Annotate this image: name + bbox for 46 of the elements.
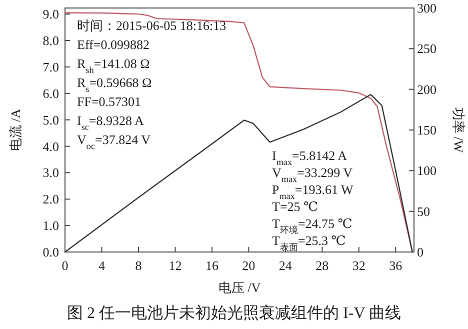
annotation: T$_{环境}$=24.75 ℃ [272,216,352,235]
y-tick-label: 0.0 [42,244,59,260]
annotation: V$_{max}$=33.299 V [272,165,354,184]
y2-tick-label: 200 [417,82,436,97]
annotation: R$_{s}$=0.59668 Ω [77,75,152,94]
y-tick-label: 2.0 [42,192,59,207]
y-tick-label: 3.0 [42,165,59,180]
x-tick-label: 24 [278,258,292,273]
y-tick-label: 1.0 [42,218,59,234]
y-tick-label: 4.0 [42,138,59,154]
annotation: R$_{sh}$=141.08 Ω [77,56,150,75]
x-tick-label: 0 [62,258,68,273]
annotation: T=25 ℃ [272,199,318,214]
x-tick-label: 16 [205,258,219,273]
y2-axis-title: 功率 /W [451,107,466,154]
annotation: P$_{max}$=193.61 W [272,182,354,201]
text: 图 2 任一电池片未初始光照衰减组件的 I-V 曲线 [67,304,401,322]
y-tick-label: 6.0 [42,86,59,101]
x-tick-label: 36 [389,258,403,273]
y-tick-label: 8.0 [42,33,59,48]
x-tick-label: 32 [352,258,366,273]
annotation: T$_{表面}$=25.3 ℃ [272,233,346,252]
annotation: V$_{oc}$=37.824 V [77,132,152,151]
y2-tick-label: 300 [417,0,436,16]
annotation: I$_{max}$=5.8142 A [272,148,348,167]
x-tick-label: 4 [98,258,106,273]
x-tick-label: 28 [316,258,329,273]
annotation: I$_{sc}$=8.9328 A [77,113,145,132]
annotation: FF=0.57301 [77,94,142,109]
y-axis-title: 电流 /A [8,108,23,152]
y2-tick-label: 50 [417,204,430,219]
y2-tick-label: 0 [417,244,424,260]
y-tick-label: 7.0 [42,59,59,74]
y-tick-label: 9.0 [42,6,59,22]
y2-tick-label: 250 [417,41,436,56]
x-tick-label: 20 [242,258,256,273]
y-tick-label: 5.0 [42,112,59,128]
y2-tick-label: 150 [417,122,436,138]
line-series [64,94,413,253]
annotation: Eff=0.099882 [77,37,150,52]
x-tick-label: 8 [135,258,142,273]
line-series [64,12,413,253]
x-tick-label: 12 [168,258,182,273]
annotation: 时间：2015-06-05 18:16:13 [77,18,226,33]
y2-tick-label: 100 [417,163,436,178]
x-axis-title: 电压 /V [218,280,262,295]
